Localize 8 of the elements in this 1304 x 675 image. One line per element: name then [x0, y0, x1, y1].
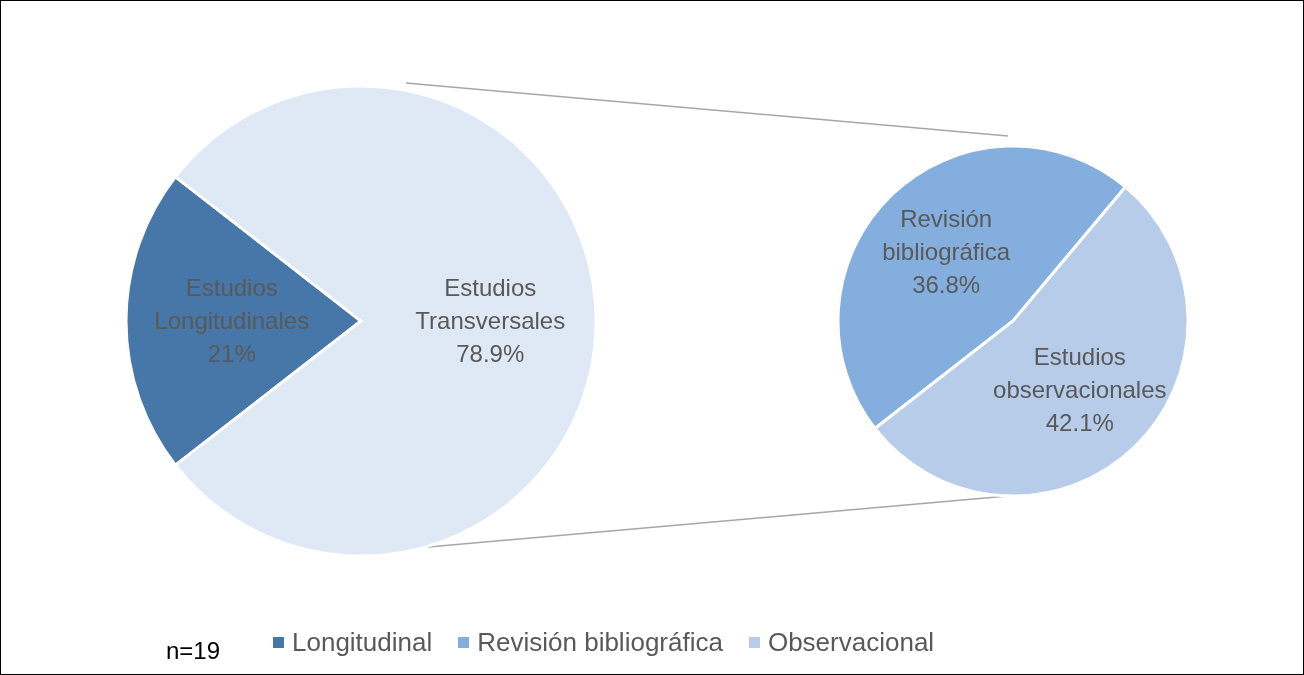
- data-label: Estudios Longitudinales 21%: [154, 274, 310, 367]
- legend-label: Revisión bibliográfica: [477, 627, 723, 658]
- legend-label: Observacional: [767, 627, 935, 658]
- data-label: Revisión bibliográfica 36.8%: [882, 204, 1011, 298]
- text: n=19: [166, 637, 221, 665]
- data-label: Estudios observacionales 42.1%: [993, 343, 1167, 437]
- legend-label: Longitudinal: [292, 627, 433, 658]
- data-label: Estudios Transversales 78.9%: [415, 274, 566, 367]
